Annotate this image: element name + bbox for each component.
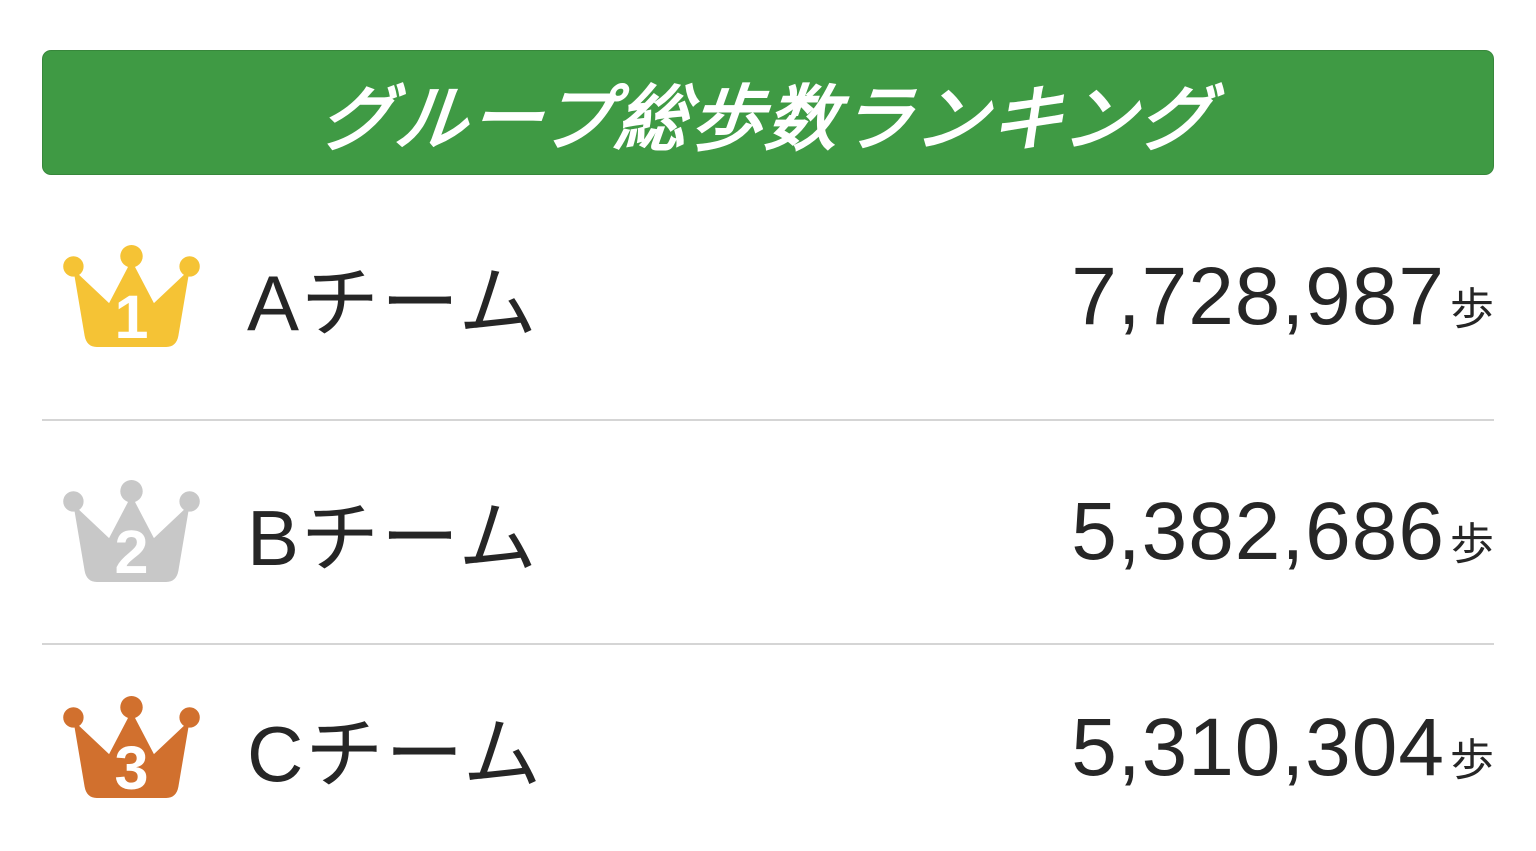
step-count-value: 7,728,987: [1071, 251, 1445, 342]
page-title: グループ総歩数ランキング: [316, 80, 1219, 160]
step-unit: 歩: [1450, 736, 1494, 785]
step-count: 5,382,686 歩: [1071, 485, 1494, 579]
ranking-row-1: 1 Aチーム 7,728,987 歩: [42, 175, 1494, 419]
silver-crown-icon: 2: [63, 480, 200, 585]
step-count-value: 5,310,304: [1071, 702, 1445, 793]
team-name: Bチーム: [247, 494, 539, 582]
rank-number: 3: [114, 734, 148, 801]
step-count: 5,310,304 歩: [1071, 701, 1494, 795]
step-count-value: 5,382,686: [1071, 486, 1445, 577]
bronze-crown-icon: 3: [63, 696, 200, 801]
ranking-row-3: 3 Cチーム 5,310,304 歩: [42, 643, 1494, 851]
page-title-banner: グループ総歩数ランキング: [42, 50, 1494, 175]
step-unit: 歩: [1450, 520, 1494, 569]
ranking-list: 1 Aチーム 7,728,987 歩 2 Bチーム 5,382,686 歩: [0, 175, 1536, 851]
team-name: Aチーム: [247, 259, 539, 347]
step-count: 7,728,987 歩: [1071, 250, 1494, 344]
ranking-row-2: 2 Bチーム 5,382,686 歩: [42, 419, 1494, 643]
step-unit: 歩: [1450, 285, 1494, 334]
gold-crown-icon: 1: [63, 245, 200, 350]
rank-number: 1: [114, 283, 148, 350]
team-name: Cチーム: [247, 710, 543, 798]
rank-number: 2: [114, 518, 148, 585]
